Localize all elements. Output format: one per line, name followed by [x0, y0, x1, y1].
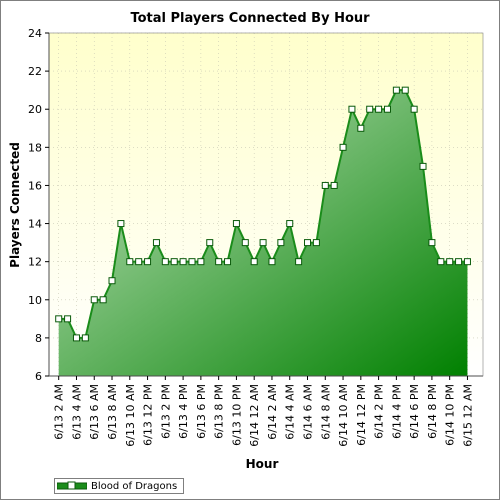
x-axis-title: Hour: [246, 457, 279, 471]
y-tick-label: 6: [35, 370, 42, 383]
y-tick-label: 18: [28, 141, 42, 154]
data-point: [232, 220, 240, 228]
y-tick-label: 14: [28, 218, 42, 231]
x-tick-label: 6/13 6 AM: [88, 384, 101, 440]
data-point: [455, 258, 463, 266]
data-point: [215, 258, 223, 266]
data-point: [410, 105, 418, 113]
data-point: [268, 258, 276, 266]
legend-label: Blood of Dragons: [91, 480, 178, 492]
data-point: [72, 334, 80, 342]
data-point: [179, 258, 187, 266]
data-point: [437, 258, 445, 266]
data-point: [161, 258, 169, 266]
data-point: [81, 334, 89, 342]
y-axis-title: Players Connected: [8, 142, 22, 268]
data-point: [383, 105, 391, 113]
data-point: [259, 239, 267, 247]
data-point: [463, 258, 471, 266]
x-tick-label: 6/14 10 PM: [444, 384, 457, 446]
x-tick-label: 6/13 10 PM: [230, 384, 243, 446]
legend: Blood of Dragons: [54, 478, 184, 494]
x-tick-label: 6/13 12 PM: [142, 384, 155, 446]
x-tick-label: 6/14 2 AM: [266, 384, 279, 440]
data-point: [99, 296, 107, 304]
data-point: [304, 239, 312, 247]
plot-border: [48, 32, 484, 377]
data-point: [117, 220, 125, 228]
data-point: [241, 239, 249, 247]
data-point: [348, 105, 356, 113]
data-point: [144, 258, 152, 266]
data-point: [90, 296, 98, 304]
data-point: [366, 105, 374, 113]
data-point: [188, 258, 196, 266]
x-tick-label: 6/14 8 PM: [426, 384, 439, 439]
legend-swatch: [57, 481, 87, 490]
y-tick-labels: 6 8 10 12 14 16 18 20 22 24: [28, 27, 42, 383]
data-point: [55, 315, 63, 323]
x-tick-label: 6/13 10 AM: [124, 384, 137, 447]
axes: [45, 32, 484, 380]
data-point: [108, 277, 116, 285]
x-tick-label: 6/13 2 AM: [53, 384, 66, 440]
series-area: [58, 90, 468, 377]
data-point: [339, 143, 347, 151]
y-tick-label: 22: [28, 65, 42, 78]
data-point: [419, 162, 427, 170]
data-point: [224, 258, 232, 266]
y-tick-label: 20: [28, 103, 42, 116]
x-tick-label: 6/14 4 PM: [390, 384, 403, 439]
x-tick-label: 6/14 4 AM: [284, 384, 297, 440]
x-tick-label: 6/14 10 AM: [337, 384, 350, 447]
data-point: [312, 239, 320, 247]
data-point: [401, 86, 409, 94]
x-tick-label: 6/14 6 PM: [408, 384, 421, 439]
x-tick-labels: 6/13 2 AM 6/13 4 AM 6/13 6 AM 6/13 8 AM 6/13…: [53, 384, 475, 447]
chart-title: Total Players Connected By Hour: [130, 11, 370, 26]
data-point: [135, 258, 143, 266]
data-point: [446, 258, 454, 266]
data-point: [392, 86, 400, 94]
data-point: [357, 124, 365, 132]
y-tick-label: 8: [35, 332, 42, 345]
x-tick-label: 6/14 2 PM: [373, 384, 386, 439]
data-point: [250, 258, 258, 266]
x-tick-label: 6/14 6 AM: [302, 384, 315, 440]
data-point: [170, 258, 178, 266]
series-points: [55, 86, 471, 342]
data-point: [126, 258, 134, 266]
data-point: [375, 105, 383, 113]
x-tick-label: 6/13 8 AM: [106, 384, 119, 440]
x-tick-label: 6/13 4 PM: [177, 384, 190, 439]
data-point: [295, 258, 303, 266]
data-point: [64, 315, 72, 323]
data-point: [286, 220, 294, 228]
y-tick-label: 10: [28, 294, 42, 307]
data-point: [321, 181, 329, 189]
x-tick-label: 6/13 8 PM: [213, 384, 226, 439]
data-point: [277, 239, 285, 247]
y-tick-label: 24: [28, 27, 42, 40]
x-tick-label: 6/14 8 AM: [319, 384, 332, 440]
data-point: [197, 258, 205, 266]
data-point: [330, 181, 338, 189]
data-point: [428, 239, 436, 247]
x-tick-label: 6/13 2 PM: [159, 384, 172, 439]
x-tick-label: 6/13 4 AM: [71, 384, 84, 440]
data-point: [152, 239, 160, 247]
x-tick-label: 6/13 6 PM: [195, 384, 208, 439]
x-tick-label: 6/15 12 AM: [462, 384, 475, 447]
data-point: [206, 239, 214, 247]
y-tick-label: 12: [28, 256, 42, 269]
x-tick-label: 6/14 12 PM: [355, 384, 368, 446]
y-tick-label: 16: [28, 179, 42, 192]
x-tick-label: 6/14 12 AM: [248, 384, 261, 447]
